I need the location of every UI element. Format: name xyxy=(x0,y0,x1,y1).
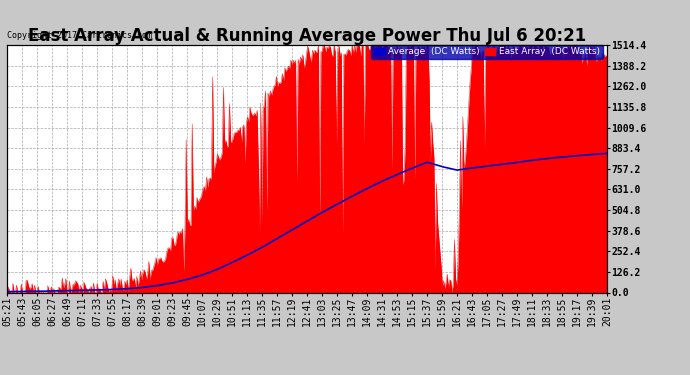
Text: Copyright 2017 Cartronics.com: Copyright 2017 Cartronics.com xyxy=(7,31,152,40)
Title: East Array Actual & Running Average Power Thu Jul 6 20:21: East Array Actual & Running Average Powe… xyxy=(28,27,586,45)
Legend: Average  (DC Watts), East Array  (DC Watts): Average (DC Watts), East Array (DC Watts… xyxy=(371,45,602,59)
